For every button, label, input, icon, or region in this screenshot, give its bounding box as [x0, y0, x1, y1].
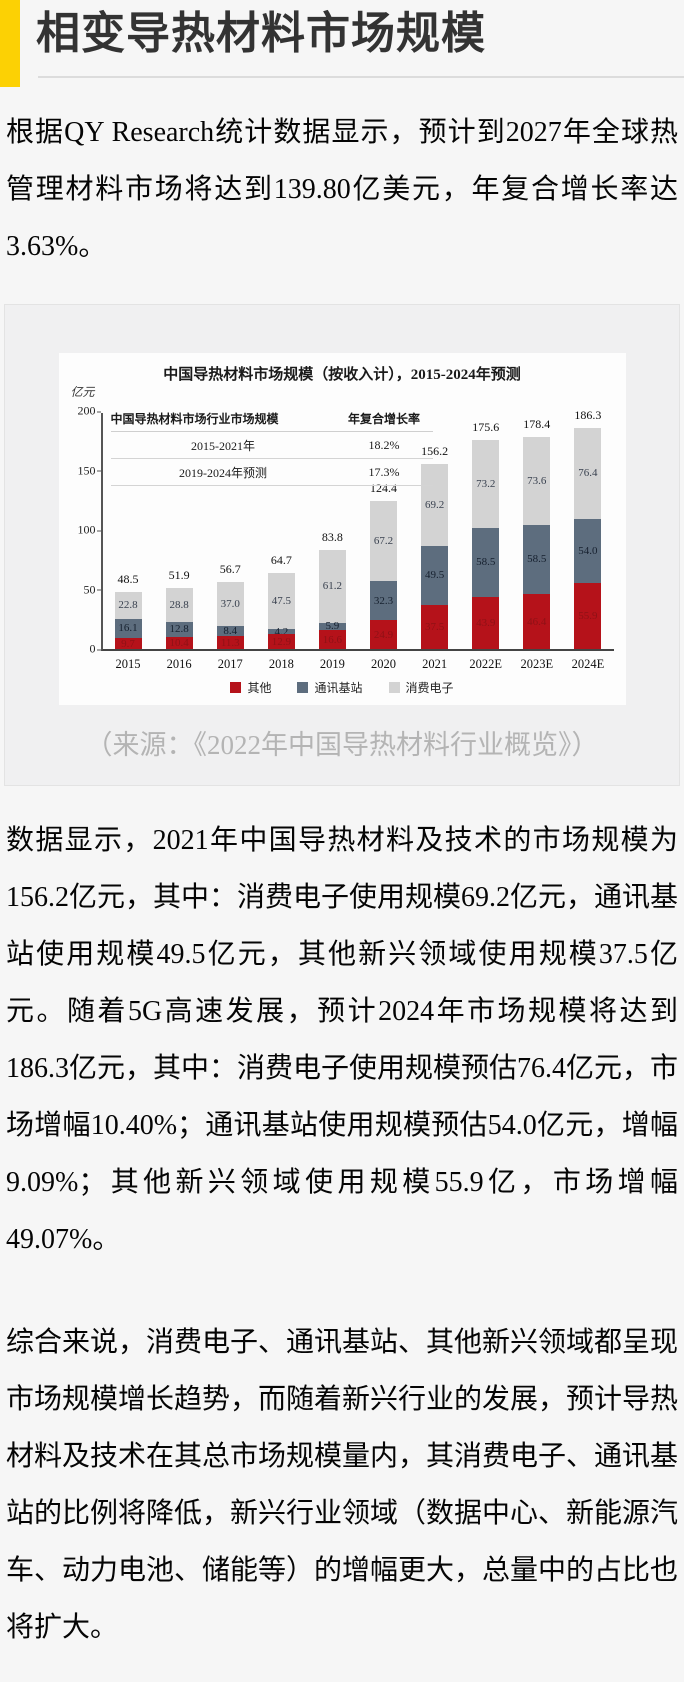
segment-通讯基站: 32.3	[370, 581, 398, 620]
chart-plot-area: 0 50 100 150 200 9.7 16.1 22.8 48.5 2015 10.4 12.8…	[78, 404, 614, 672]
segment-其他: 9.7	[114, 638, 142, 650]
segment-消费电子: 37.0	[216, 581, 244, 626]
segment-通讯基站: 5.9	[318, 620, 346, 632]
total-label: 186.3	[574, 407, 602, 422]
x-tick-2020: 2020	[371, 657, 397, 672]
y-tick-0: 0	[90, 642, 103, 657]
segment-其他: 24.9	[370, 619, 398, 650]
page-title: 相变导热材料市场规模	[36, 9, 486, 58]
cagr-table: 中国导热材料市场行业市场规模 年复合增长率 2015-2021年 18.2% 2019-…	[110, 405, 433, 487]
x-tick-2024E: 2024E	[571, 657, 605, 672]
segment-通讯基站: 12.8	[165, 621, 193, 638]
cagr-cell: 17.3%	[368, 464, 400, 479]
bar-2018: 12.9 4.2 47.5 64.7 2018	[267, 413, 295, 671]
bar-2020: 24.9 32.3 67.2 124.4 2020	[370, 413, 398, 671]
legend-swatch-icon	[230, 682, 242, 694]
cagr-cell: 年复合增长率	[347, 411, 420, 426]
chart-legend: 其他 通讯基站 消费电子	[59, 679, 626, 696]
segment-消费电子: 22.8	[114, 591, 142, 619]
legend-label: 消费电子	[405, 681, 454, 696]
paragraph-analysis: 数据显示，2021年中国导热材料及技术的市场规模为156.2亿元，其中：消费电子…	[6, 825, 679, 1256]
legend-swatch-icon	[388, 682, 400, 694]
segment-其他: 37.5	[421, 604, 449, 650]
total-label: 124.4	[370, 481, 398, 496]
bar-2016: 10.4 12.8 28.8 51.9 2016	[165, 413, 193, 671]
segment-通讯基站: 58.5	[472, 527, 500, 598]
segment-消费电子: 69.2	[421, 463, 449, 546]
y-tick-150: 150	[78, 463, 103, 478]
total-label: 178.4	[523, 416, 551, 431]
bar-2017: 11.3 8.4 37.0 56.7 2017	[216, 413, 244, 671]
bar-2021: 37.5 49.5 69.2 156.2 2021	[421, 413, 449, 671]
x-tick-2015: 2015	[115, 657, 141, 672]
legend-item-通讯基站: 通讯基站	[297, 679, 363, 696]
bar-2019: 16.6 5.9 61.2 83.8 2019	[318, 413, 346, 671]
total-label: 56.7	[219, 561, 241, 576]
segment-消费电子: 47.5	[267, 572, 295, 630]
total-label: 83.8	[321, 529, 343, 544]
cagr-cell: 中国导热材料市场行业市场规模	[110, 411, 279, 426]
segment-消费电子: 73.2	[472, 440, 500, 528]
figure-source-caption: （来源：《2022年中国导热材料行业概览》）	[85, 730, 599, 761]
segment-消费电子: 73.6	[523, 437, 551, 525]
legend-item-其他: 其他	[230, 679, 271, 696]
bar-2024E: 55.9 54.0 76.4 186.3 2024E	[572, 408, 605, 672]
segment-其他: 43.9	[472, 597, 500, 650]
chart-title: 中国导热材料市场规模（按收入计），2015-2024年预测	[163, 367, 521, 384]
total-label: 51.9	[168, 567, 190, 582]
cagr-table-header: 中国导热材料市场行业市场规模 年复合增长率	[110, 405, 433, 433]
y-tick-100: 100	[78, 523, 103, 538]
total-label: 48.5	[117, 571, 139, 586]
legend-item-消费电子: 消费电子	[388, 679, 454, 696]
segment-其他: 46.4	[523, 594, 551, 650]
segment-通讯基站: 16.1	[114, 618, 142, 638]
title-divider	[38, 76, 684, 79]
cagr-cell: 2015-2021年	[191, 438, 255, 453]
chart-figure[interactable]: 中国导热材料市场规模（按收入计），2015-2024年预测 亿元 0 50 100 1…	[4, 304, 680, 787]
y-tick-50: 50	[84, 582, 103, 597]
segment-其他: 10.4	[165, 637, 193, 650]
x-tick-2022E: 2022E	[469, 657, 503, 672]
segment-消费电子: 61.2	[318, 549, 346, 623]
total-label: 156.2	[421, 443, 449, 458]
article-header: 相变导热材料市场规模	[0, 0, 684, 87]
bars: 9.7 16.1 22.8 48.5 2015 10.4 12.8 28.8 51.9 2016 1…	[103, 408, 614, 672]
segment-通讯基站: 58.5	[523, 524, 551, 595]
total-label: 64.7	[270, 552, 292, 567]
x-tick-2023E: 2023E	[520, 657, 554, 672]
bar-2015: 9.7 16.1 22.8 48.5 2015	[114, 413, 142, 671]
title-accent-bar	[0, 0, 20, 87]
segment-通讯基站: 49.5	[421, 545, 449, 605]
cagr-cell: 18.2%	[368, 437, 400, 452]
segment-其他: 16.6	[318, 629, 346, 650]
cagr-table-row: 2019-2024年预测 17.3%	[110, 459, 433, 487]
x-tick-2021: 2021	[422, 657, 448, 672]
chart-unit-label: 亿元	[70, 385, 95, 400]
y-tick-200: 200	[78, 404, 103, 419]
x-tick-2016: 2016	[166, 657, 192, 672]
segment-消费电子: 28.8	[165, 587, 193, 622]
x-tick-2018: 2018	[268, 657, 294, 672]
cagr-cell: 2019-2024年预测	[179, 465, 267, 480]
segment-通讯基站: 54.0	[574, 518, 602, 583]
total-label: 175.6	[472, 420, 500, 435]
bar-2023E: 46.4 58.5 73.6 178.4 2023E	[520, 413, 553, 671]
segment-消费电子: 67.2	[370, 501, 398, 582]
segment-其他: 55.9	[574, 582, 602, 650]
paragraph-intro: 根据QY Research统计数据显示，预计到2027年全球热管理材料市场将达到…	[6, 117, 678, 263]
segment-其他: 12.9	[267, 634, 295, 650]
stacked-bar-chart: 中国导热材料市场规模（按收入计），2015-2024年预测 亿元 0 50 100 1…	[58, 353, 626, 706]
legend-label: 其他	[247, 681, 272, 696]
legend-label: 通讯基站	[314, 681, 363, 696]
legend-swatch-icon	[297, 682, 309, 694]
x-tick-2017: 2017	[217, 657, 243, 672]
segment-消费电子: 76.4	[574, 427, 602, 519]
cagr-table-row: 2015-2021年 18.2%	[110, 432, 433, 460]
segment-其他: 11.3	[216, 635, 244, 650]
paragraph-conclusion: 综合来说，消费电子、通讯基站、其他新兴领域都呈现市场规模增长趋势，而随着新兴行业…	[6, 1327, 679, 1644]
bar-2022E: 43.9 58.5 73.2 175.6 2022E	[469, 413, 502, 671]
x-tick-2019: 2019	[319, 657, 345, 672]
segment-通讯基站: 8.4	[216, 625, 244, 637]
